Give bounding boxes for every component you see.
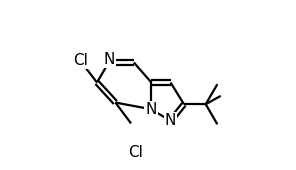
Text: N: N	[165, 113, 176, 129]
Text: Cl: Cl	[73, 53, 88, 68]
Text: N: N	[103, 52, 114, 67]
Text: N: N	[146, 102, 157, 117]
Text: Cl: Cl	[128, 145, 143, 160]
